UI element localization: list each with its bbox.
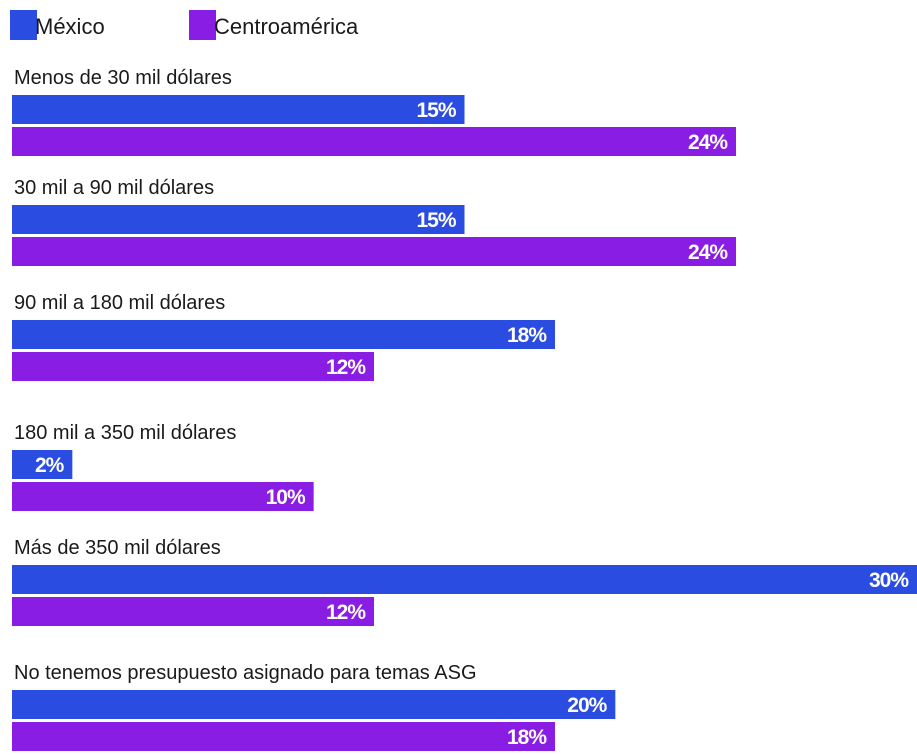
category-group-30-90: 30 mil a 90 mil dólares 15% 24%	[12, 177, 736, 266]
value-label-mexico: 18%	[507, 324, 547, 347]
bar-mexico	[12, 320, 555, 349]
bar-centroamerica	[12, 482, 314, 511]
category-group-menos-30: Menos de 30 mil dólares 15% 24%	[12, 67, 736, 156]
bar-mexico	[12, 205, 465, 234]
bar-centroamerica	[12, 127, 736, 156]
legend-label-mexico: México	[35, 14, 105, 39]
value-label-mexico: 15%	[416, 209, 456, 232]
category-label: No tenemos presupuesto asignado para tem…	[14, 662, 477, 684]
bar-mexico	[12, 95, 465, 124]
bar-mexico	[12, 565, 917, 594]
category-label: Más de 350 mil dólares	[14, 537, 221, 559]
legend-swatch-mexico	[10, 10, 37, 40]
value-label-centroamerica: 24%	[688, 241, 728, 264]
bar-centroamerica	[12, 237, 736, 266]
value-label-centroamerica: 10%	[266, 486, 306, 509]
category-label: 180 mil a 350 mil dólares	[14, 422, 236, 444]
category-group-mas-350: Más de 350 mil dólares 30% 12%	[12, 537, 917, 626]
value-label-centroamerica: 24%	[688, 131, 728, 154]
category-label: Menos de 30 mil dólares	[14, 67, 232, 89]
bar-centroamerica	[12, 597, 374, 626]
value-label-centroamerica: 12%	[326, 601, 366, 624]
chart-legend: México Centroamérica	[10, 10, 359, 40]
bar-centroamerica	[12, 352, 374, 381]
legend-swatch-centroamerica	[189, 10, 216, 40]
legend-label-centroamerica: Centroamérica	[214, 14, 359, 39]
category-label: 90 mil a 180 mil dólares	[14, 292, 225, 314]
value-label-centroamerica: 18%	[507, 726, 547, 749]
value-label-centroamerica: 12%	[326, 356, 366, 379]
value-label-mexico: 30%	[869, 569, 909, 592]
category-group-90-180: 90 mil a 180 mil dólares 18% 12%	[12, 292, 555, 381]
category-group-sin-presupuesto: No tenemos presupuesto asignado para tem…	[12, 662, 616, 751]
bar-centroamerica	[12, 722, 555, 751]
bar-mexico	[12, 690, 616, 719]
value-label-mexico: 20%	[567, 694, 607, 717]
value-label-mexico: 2%	[35, 454, 65, 477]
category-label: 30 mil a 90 mil dólares	[14, 177, 214, 199]
value-label-mexico: 15%	[416, 99, 456, 122]
category-group-180-350: 180 mil a 350 mil dólares 2% 10%	[12, 422, 314, 511]
bar-mexico	[12, 450, 73, 479]
